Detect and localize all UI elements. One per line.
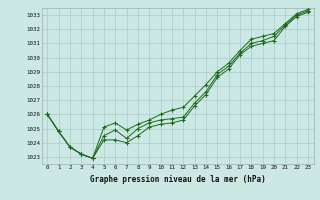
X-axis label: Graphe pression niveau de la mer (hPa): Graphe pression niveau de la mer (hPa) [90,175,266,184]
